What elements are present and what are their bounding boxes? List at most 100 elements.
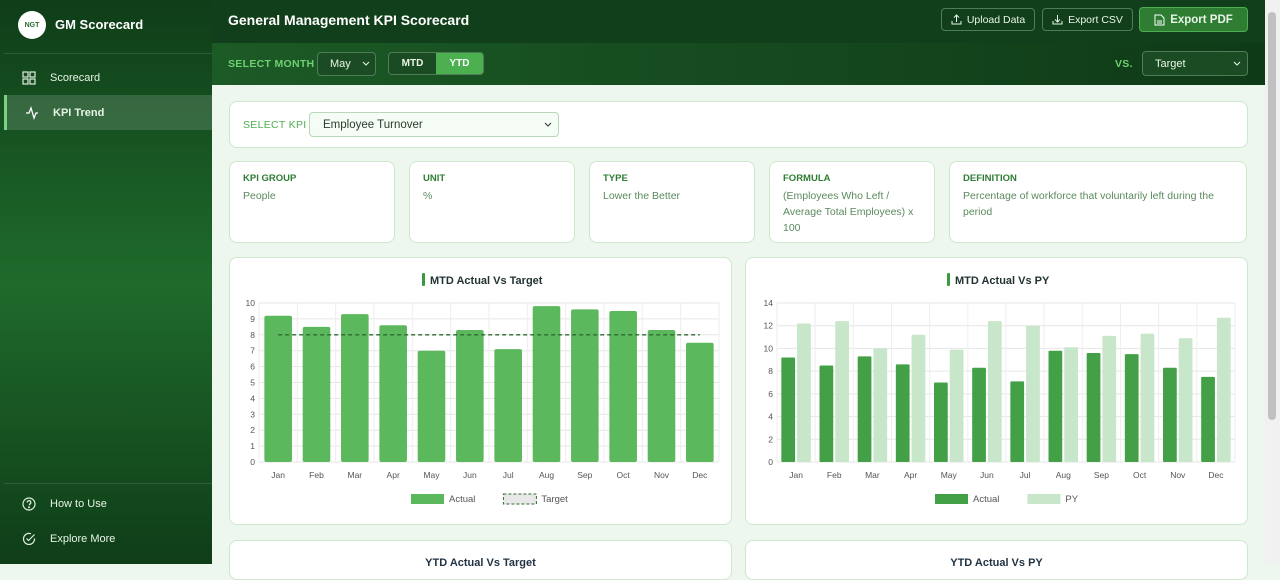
nav-label: How to Use (50, 497, 107, 510)
bar (417, 350, 446, 462)
bar (1010, 381, 1025, 462)
bar (341, 314, 369, 462)
x-tick-label: Sep (577, 470, 592, 480)
bar (1216, 317, 1231, 462)
bar (781, 357, 796, 462)
select-value: May (330, 58, 351, 70)
x-tick-label: Sep (1094, 470, 1109, 480)
chart: MTD Actual Vs Target 0 1 2 3 4 5 6 7 8 9 10 Jan Feb Ma… (246, 273, 720, 505)
x-tick-label: Jan (271, 470, 285, 480)
y-tick-label: 12 (764, 321, 774, 331)
y-tick-label: 0 (250, 457, 255, 467)
x-tick-label: Jul (1020, 470, 1031, 480)
bar (1124, 354, 1139, 462)
info-label: UNIT (423, 173, 446, 184)
y-tick-label: 2 (250, 425, 255, 435)
export-pdf-button[interactable]: Export PDF (1139, 7, 1248, 32)
legend-label: Actual (973, 494, 999, 505)
y-tick-label: 7 (250, 346, 255, 356)
title-accent (422, 273, 425, 286)
kpi-select[interactable]: Employee Turnover (309, 112, 559, 137)
bar (532, 306, 561, 462)
info-card: KPI GROUP People (229, 161, 395, 243)
nav-item[interactable]: KPI Trend (4, 95, 212, 130)
nav-item[interactable]: How to Use (4, 486, 212, 521)
nav-item[interactable]: Scorecard (4, 60, 212, 95)
chart-card: MTD Actual Vs Target 0 1 2 3 4 5 6 7 8 9 10 Jan Feb Ma… (229, 257, 732, 525)
info-value: People (243, 190, 276, 202)
x-tick-label: Mar (865, 470, 880, 480)
y-tick-label: 14 (764, 298, 774, 308)
bar (949, 349, 964, 462)
y-tick-label: 6 (250, 362, 255, 372)
info-label: DEFINITION (963, 173, 1017, 184)
legend-swatch (1027, 494, 1061, 504)
x-tick-label: Feb (827, 470, 842, 480)
month-select[interactable]: May (317, 52, 376, 76)
info-card: UNIT% (409, 161, 575, 243)
bar (609, 310, 637, 462)
bar (302, 326, 331, 462)
chart-title: YTD Actual Vs PY (950, 557, 1043, 569)
info-label: KPI GROUP (243, 173, 297, 184)
info-card: DEFINITION Percentage of workforce that v… (949, 161, 1247, 243)
chart-card: YTD Actual Vs PY (745, 540, 1248, 580)
mode-button[interactable]: YTD (436, 53, 483, 74)
legend-label: PY (1065, 494, 1078, 505)
bar (1102, 335, 1117, 462)
bar (1178, 338, 1193, 462)
header: General Management KPI Scorecard Upload … (212, 0, 1265, 43)
nav-label: KPI Trend (53, 106, 105, 119)
y-tick-label: 4 (250, 393, 255, 403)
upload-button[interactable]: Upload Data (941, 8, 1035, 31)
bar (1140, 333, 1155, 462)
x-tick-label: Nov (654, 470, 670, 480)
bar (1064, 347, 1078, 462)
legend-swatch (935, 494, 968, 504)
y-tick-label: 4 (768, 412, 773, 422)
chart-title: YTD Actual Vs Target (425, 557, 536, 569)
bar (987, 321, 1002, 462)
y-tick-label: 10 (246, 298, 256, 308)
y-tick-label: 2 (768, 434, 773, 444)
legend-swatch (502, 493, 537, 505)
toolbar: SELECT MONTH May MTD YTD VS. Target (212, 43, 1265, 85)
bar (934, 382, 948, 462)
bar (857, 356, 872, 462)
export-csv-button[interactable]: Export CSV (1042, 8, 1133, 31)
y-tick-label: 6 (768, 389, 773, 399)
info-label: TYPE (603, 173, 628, 184)
x-tick-label: Apr (387, 470, 400, 480)
bar (1163, 367, 1177, 462)
logo: NGT (18, 11, 46, 39)
info-value: (Employees Who Left / Average Total Empl… (783, 190, 914, 234)
info-value: Lower the Better (603, 190, 681, 202)
bar (972, 367, 986, 462)
bar (647, 330, 676, 462)
x-tick-label: Jan (789, 470, 803, 480)
bar (895, 364, 910, 462)
bar (686, 342, 714, 462)
bar (819, 365, 834, 462)
vs-select[interactable]: Target (1142, 51, 1248, 76)
y-tick-label: 9 (250, 314, 255, 324)
x-tick-label: Jun (980, 470, 994, 480)
month-label: SELECT MONTH (228, 58, 315, 70)
brand: GM Scorecard (55, 17, 144, 32)
y-tick-label: 0 (768, 457, 773, 467)
y-tick-label: 1 (250, 441, 255, 451)
nav-item[interactable]: Explore More (4, 521, 212, 556)
bar (1048, 350, 1063, 462)
button-label: Export PDF (1170, 13, 1233, 26)
bar (379, 325, 407, 462)
mode-button[interactable]: MTD (389, 53, 436, 74)
sidebar: NGT GM Scorecard Scorecard KPI Trend How… (0, 0, 212, 564)
x-tick-label: Nov (1170, 470, 1186, 480)
info-card: FORMULA (Employees Who Left / Average Tot… (769, 161, 935, 243)
bar (835, 321, 849, 462)
bar (1026, 325, 1040, 462)
select-value: Target (1155, 57, 1186, 70)
bar (911, 334, 926, 462)
legend-label: Target (541, 494, 568, 505)
